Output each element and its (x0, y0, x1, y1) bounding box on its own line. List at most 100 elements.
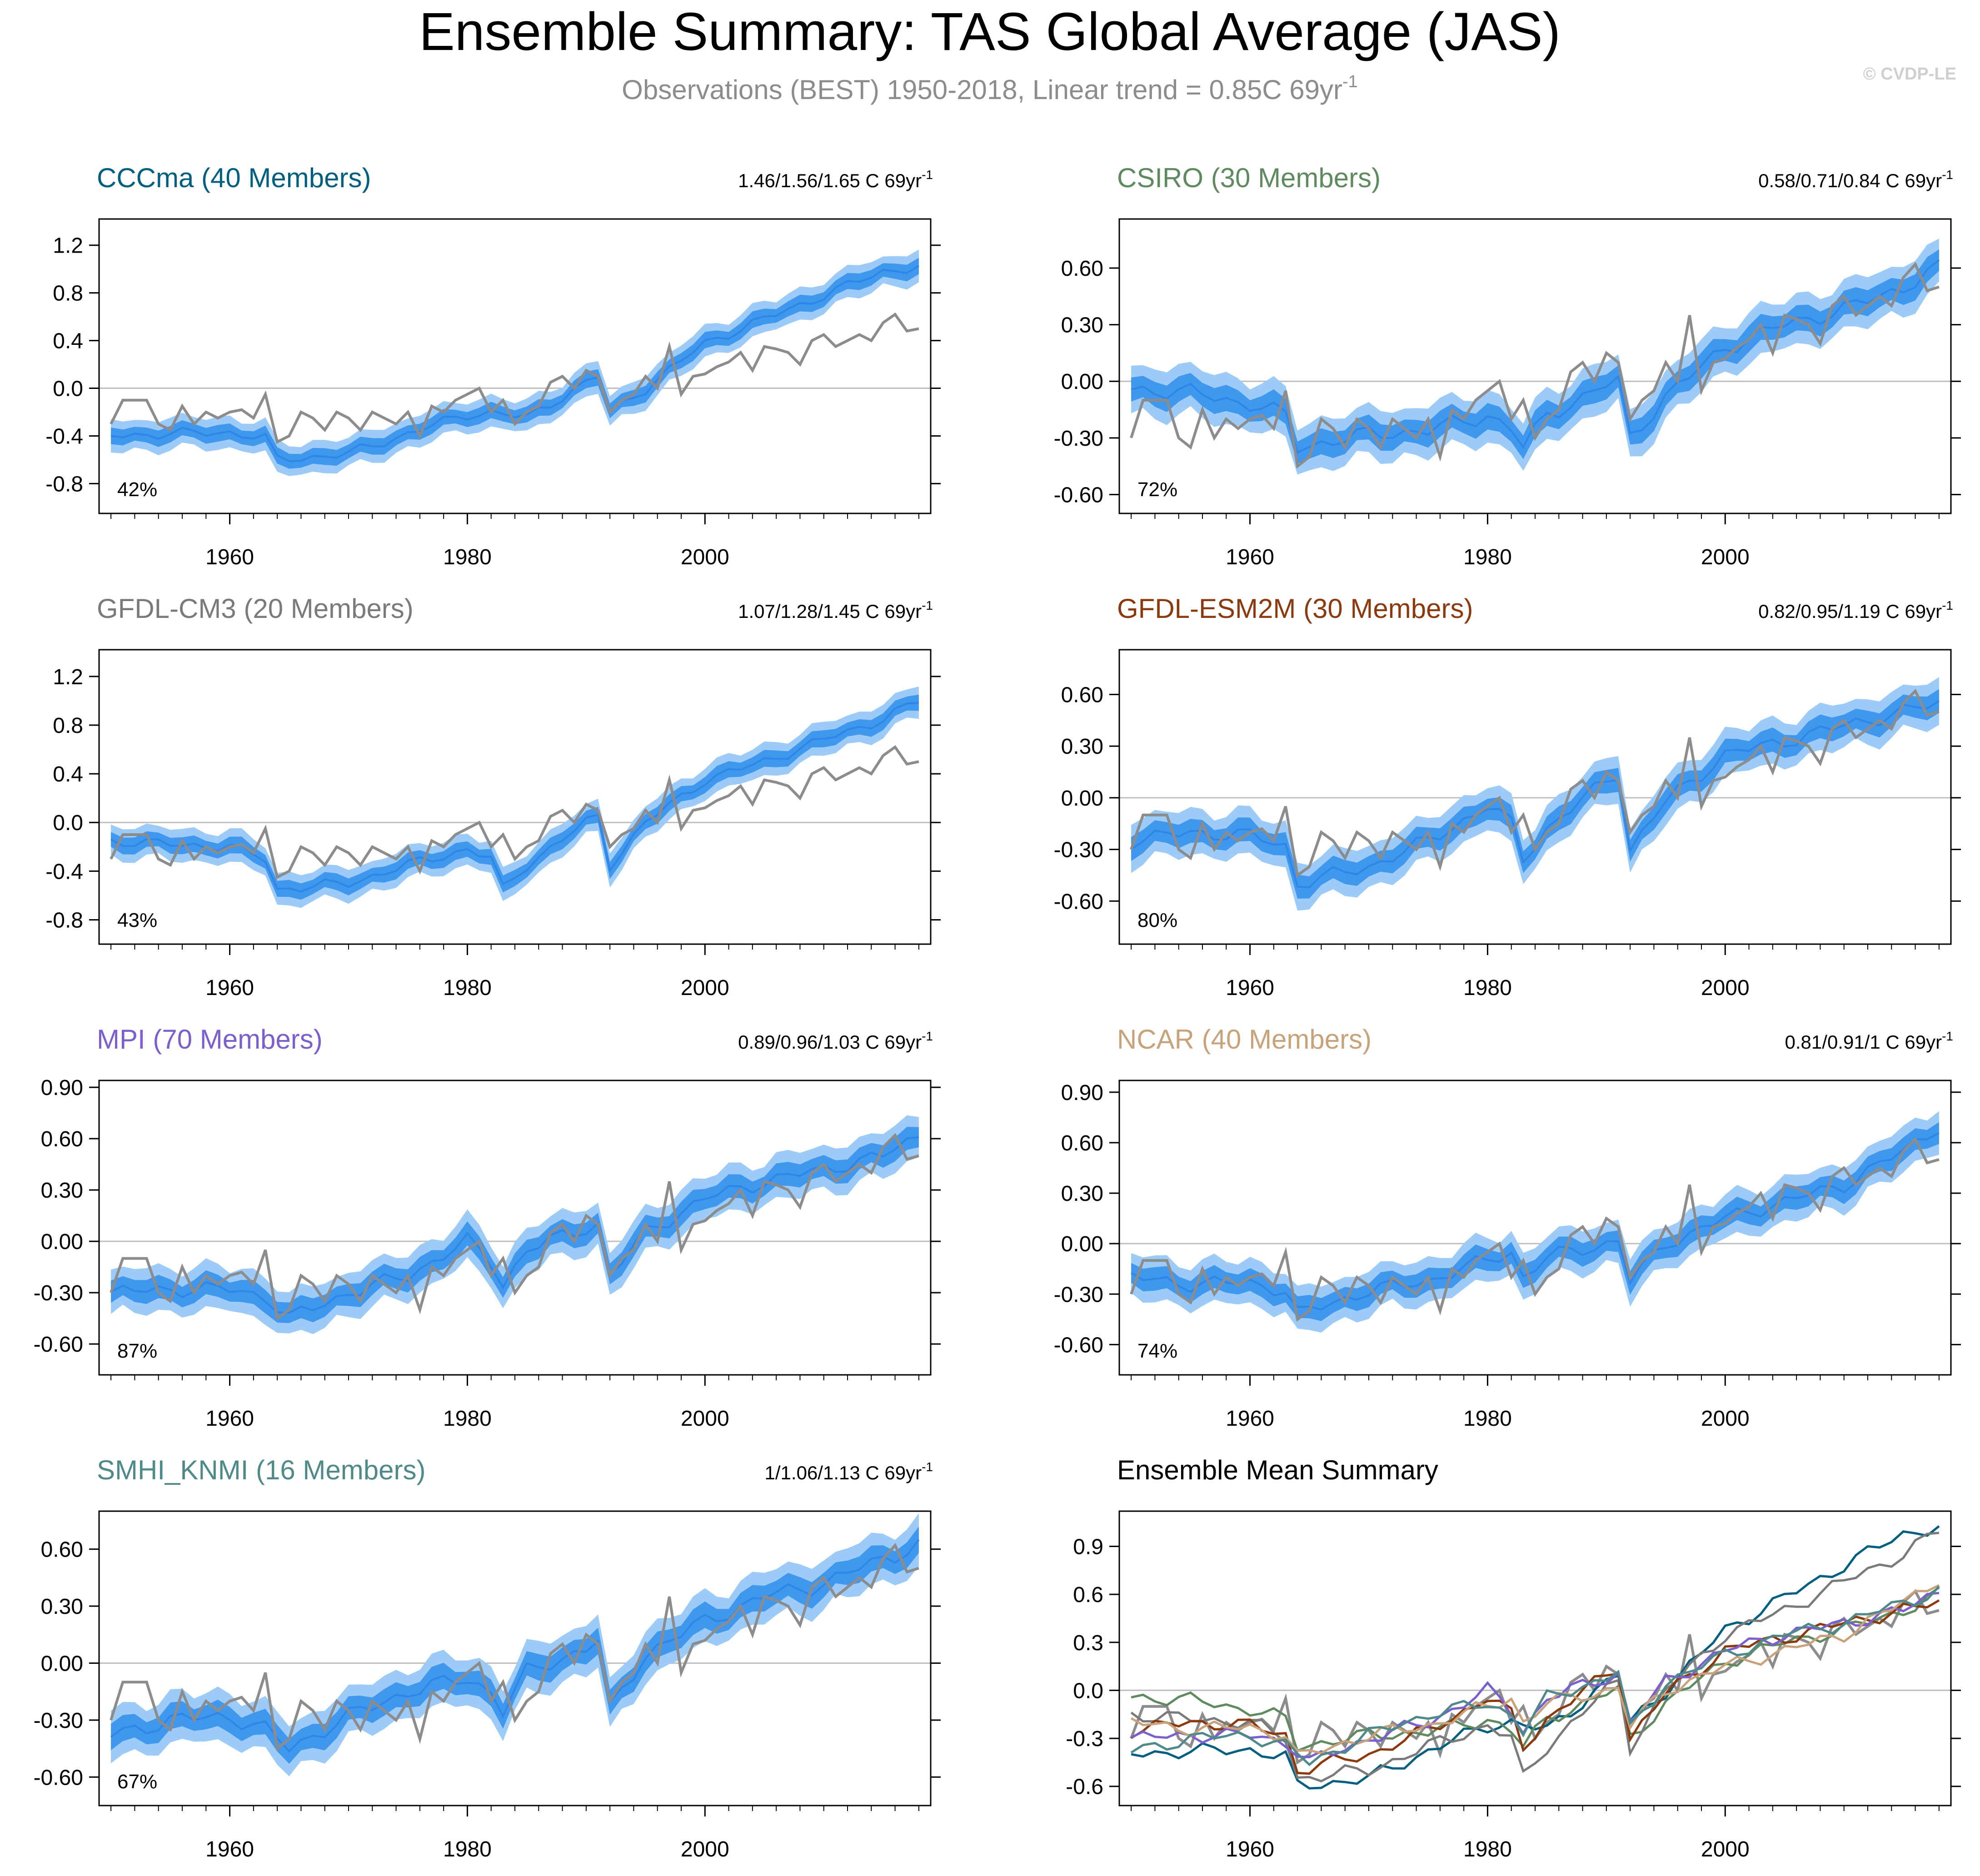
y-tick-label: -0.60 (34, 1333, 83, 1357)
chart-panel-5: MPI (70 Members) 0.89/0.96/1.03 C 69yr-1 8… (34, 1024, 941, 1431)
ensemble-mean-line (110, 265, 919, 463)
y-tick-label: 0.60 (1061, 683, 1103, 707)
summary-mean-line (1131, 1525, 1940, 1790)
ensemble-range-band (111, 1115, 919, 1334)
y-tick-label: 0.00 (1061, 1232, 1103, 1256)
percent-rank-label: 80% (1137, 909, 1177, 931)
ensemble-mean-line (110, 1136, 919, 1314)
trend-label: 1/1.06/1.13 C 69yr-1 (765, 1460, 933, 1483)
summary-mean-line (1130, 1599, 1940, 1775)
trend-label-text: 0.58/0.71/0.84 C 69yr (1758, 170, 1942, 191)
y-tick-label: 0.8 (53, 282, 83, 306)
y-tick-label: 0.60 (1061, 1131, 1103, 1155)
ensemble-mean-line (110, 1539, 920, 1753)
trend-label-superscript: -1 (1942, 1029, 1953, 1043)
y-tick-label: 0.30 (41, 1595, 83, 1619)
y-tick-label: 0.0 (1073, 1679, 1103, 1703)
trend-label-text: 0.81/0.91/1 C 69yr (1785, 1031, 1942, 1053)
ensemble-iqr-band (111, 1127, 919, 1323)
panel-title: CCCma (40 Members) (97, 163, 371, 193)
percent-rank-label: 74% (1137, 1340, 1177, 1362)
x-tick-label: 1960 (205, 976, 254, 1000)
ensemble-range-band (111, 1513, 919, 1776)
axes-frame (1118, 218, 1952, 514)
y-tick-label: -0.60 (34, 1766, 83, 1790)
y-tick-label: 0.8 (53, 714, 83, 738)
x-tick-label: 2000 (1701, 545, 1750, 569)
x-tick-label: 1980 (443, 1837, 492, 1861)
summary-mean-line (1131, 1592, 1940, 1758)
ensemble-iqr-band (1131, 249, 1939, 464)
panel-title: GFDL-CM3 (20 Members) (97, 593, 414, 624)
y-tick-label: -0.4 (45, 424, 83, 448)
percent-rank-label: 43% (117, 909, 157, 931)
y-tick-label: 0.9 (1073, 1535, 1103, 1559)
trend-label-superscript: -1 (1942, 598, 1953, 612)
x-tick-label: 1980 (443, 545, 492, 569)
trend-label-superscript: -1 (922, 1460, 933, 1474)
x-tick-label: 2000 (681, 1407, 729, 1431)
summary-mean-line (1130, 1532, 1940, 1783)
trend-label-superscript: -1 (1942, 168, 1953, 182)
trend-label: 1.07/1.28/1.45 C 69yr-1 (738, 598, 933, 622)
x-tick-label: 1960 (205, 545, 254, 569)
summary-mean-line (1131, 1587, 1940, 1752)
trend-label-text: 0.89/0.96/1.03 C 69yr (738, 1031, 922, 1053)
panel-title: SMHI_KNMI (16 Members) (97, 1455, 425, 1485)
y-tick-label: -0.30 (1054, 838, 1103, 862)
trend-label: 0.58/0.71/0.84 C 69yr-1 (1758, 168, 1953, 191)
y-tick-label: -0.60 (1054, 890, 1103, 914)
x-tick-label: 1980 (1463, 1837, 1512, 1861)
y-tick-label: -0.3 (1066, 1727, 1103, 1751)
y-tick-label: -0.6 (1066, 1775, 1103, 1799)
chart-panel-1: CCCma (40 Members) 1.46/1.56/1.65 C 69yr-… (45, 163, 941, 569)
axes-frame (1118, 1510, 1952, 1806)
percent-rank-label: 87% (117, 1340, 157, 1362)
y-tick-label: -0.30 (1054, 1283, 1103, 1307)
x-tick-label: 1960 (1226, 1407, 1274, 1431)
subtitle-superscript: -1 (1342, 72, 1358, 91)
observations-line (1130, 1137, 1940, 1322)
y-tick-label: -0.4 (45, 860, 83, 884)
x-tick-label: 2000 (1701, 1407, 1750, 1431)
trend-label-superscript: -1 (922, 1029, 933, 1043)
y-tick-label: -0.60 (1054, 1333, 1103, 1357)
y-tick-label: 0.60 (1061, 257, 1103, 281)
percent-rank-label: 72% (1137, 478, 1177, 501)
x-tick-label: 2000 (681, 1837, 729, 1861)
watermark: © CVDP-LE (1863, 65, 1956, 84)
y-tick-label: 0.00 (1061, 370, 1103, 394)
x-tick-label: 1980 (1463, 545, 1512, 569)
x-tick-label: 1960 (1226, 545, 1274, 569)
panel-grid: CCCma (40 Members) 1.46/1.56/1.65 C 69yr-… (34, 163, 1961, 1861)
y-tick-label: -0.30 (1054, 427, 1103, 451)
trend-label-text: 1/1.06/1.13 C 69yr (765, 1462, 922, 1483)
panel-title: MPI (70 Members) (97, 1024, 323, 1055)
x-tick-label: 2000 (681, 976, 729, 1000)
ensemble-range-band (111, 249, 919, 476)
trend-label: 1.46/1.56/1.65 C 69yr-1 (738, 168, 933, 191)
x-tick-label: 1960 (205, 1837, 254, 1861)
ensemble-iqr-band (1131, 689, 1939, 899)
ensemble-range-band (111, 687, 919, 908)
y-tick-label: 0.30 (1061, 313, 1103, 338)
ensemble-range-band (1131, 1111, 1939, 1333)
panel-title: NCAR (40 Members) (1117, 1024, 1372, 1055)
trend-label-text: 0.82/0.95/1.19 C 69yr (1758, 601, 1942, 622)
y-tick-label: 0.00 (41, 1652, 83, 1676)
axes-frame (98, 218, 932, 514)
trend-label-text: 1.07/1.28/1.45 C 69yr (738, 601, 922, 622)
x-tick-label: 1980 (1463, 1407, 1512, 1431)
x-tick-label: 1980 (443, 976, 492, 1000)
axes-frame (1118, 649, 1952, 945)
x-tick-label: 1980 (443, 1407, 492, 1431)
ensemble-mean-line (1131, 259, 1940, 454)
y-tick-label: 0.30 (1061, 735, 1103, 759)
y-tick-label: -0.8 (45, 472, 83, 496)
trend-label-superscript: -1 (922, 168, 933, 182)
figure-title: Ensemble Summary: TAS Global Average (JA… (419, 2, 1561, 62)
panel-title: CSIRO (30 Members) (1117, 163, 1381, 193)
chart-panel-7: SMHI_KNMI (16 Members) 1/1.06/1.13 C 69yr… (34, 1455, 941, 1861)
y-tick-label: 0.00 (1061, 786, 1103, 811)
observations-line (110, 745, 919, 880)
